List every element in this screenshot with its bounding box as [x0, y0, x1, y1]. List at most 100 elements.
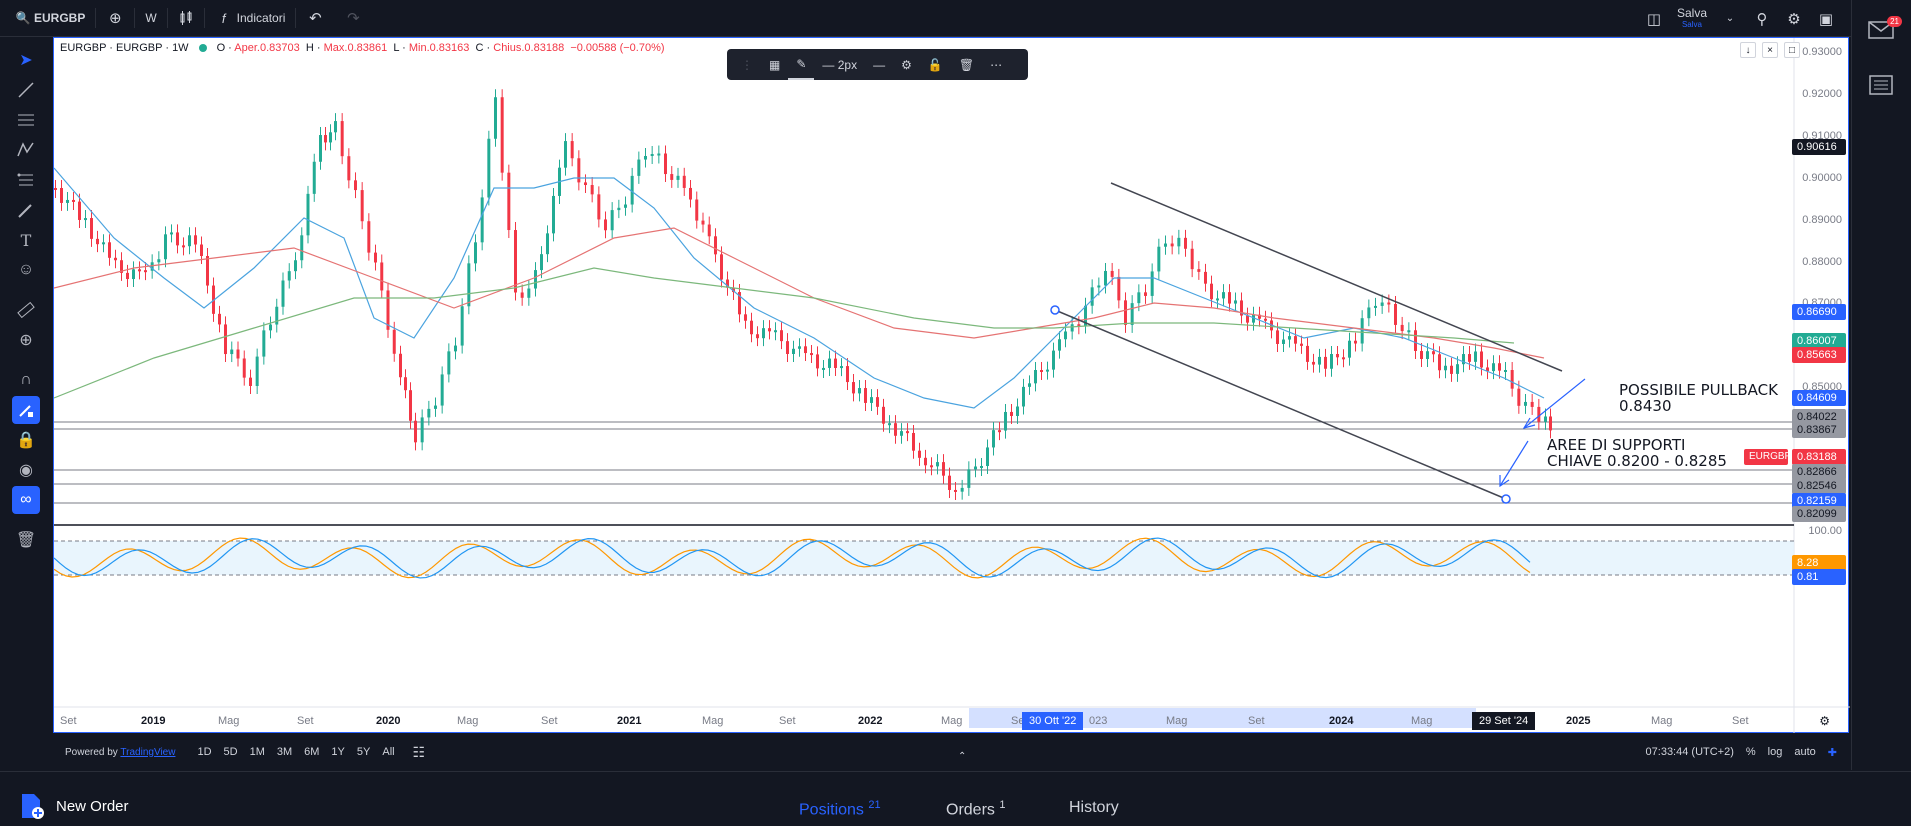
close-label: C [475, 42, 484, 54]
auto-toggle[interactable]: auto [1794, 746, 1816, 758]
time-tick: Set [1248, 715, 1265, 727]
zoom-tool[interactable]: ⊕ [12, 326, 40, 354]
candle-body [888, 423, 891, 426]
emoji-tool[interactable]: ☺ [12, 256, 40, 284]
trendline-tool[interactable] [12, 76, 40, 104]
trash-icon[interactable]: 🗑 [958, 57, 975, 72]
candle-body [1222, 292, 1225, 299]
chart-type-button[interactable] [168, 0, 204, 37]
candle-body [386, 290, 390, 330]
indicators-button[interactable]: f Indicatori [205, 0, 296, 37]
support-arrowhead [1499, 475, 1510, 488]
ma-fast-line [54, 167, 1545, 409]
gear-icon[interactable]: ⚙ [1787, 10, 1801, 28]
tab-positions[interactable]: Positions 21 [799, 799, 881, 819]
candle-body [224, 324, 227, 355]
gear-icon[interactable]: ⚙ [1819, 714, 1830, 728]
ruler-tool[interactable] [12, 296, 40, 324]
range-button[interactable]: 1M [249, 746, 265, 758]
delete-tool[interactable]: 🗑 [12, 526, 40, 554]
candle-body [132, 269, 135, 280]
forecast-tool[interactable] [12, 166, 40, 194]
range-button[interactable]: 3M [276, 746, 293, 758]
chevron-down-icon[interactable]: ⌄ [1725, 13, 1735, 24]
powered-by: Powered by TradingView [53, 747, 191, 758]
interval-button[interactable]: W [135, 0, 166, 37]
lock-tool[interactable]: 🔒 [12, 426, 40, 454]
range-button[interactable]: 5D [223, 746, 238, 758]
scale-icon[interactable]: ✚ [1827, 746, 1837, 759]
line-price-label: 0.86690 [1792, 304, 1846, 320]
positions-count: 21 [868, 799, 881, 811]
drag-handle-icon[interactable]: ⋮ [741, 57, 753, 72]
candle-body [1354, 340, 1357, 344]
template-icon[interactable]: ▦ [769, 57, 781, 72]
candle-body [689, 187, 692, 200]
save-button[interactable]: Salva Salva [1677, 7, 1707, 31]
candle-body [1216, 298, 1219, 301]
line-width-button[interactable]: — 2px [822, 57, 858, 72]
symbol-search-button[interactable]: 🔍 EURGBP [0, 0, 95, 37]
range-button[interactable]: 1D [197, 746, 212, 758]
clock[interactable]: 07:33:44 (UTC+2) [1645, 746, 1734, 758]
chevron-up-icon[interactable]: ⌃ [958, 751, 967, 762]
undo-button[interactable]: ↶ [296, 0, 334, 37]
range-button[interactable]: 1Y [331, 746, 345, 758]
chart-canvas[interactable] [54, 38, 1850, 734]
chart-pane[interactable]: EURGBP · EURGBP · 1W O · Aper.0.83703 H … [53, 37, 1850, 734]
log-toggle[interactable]: log [1767, 746, 1783, 758]
pattern-tool[interactable] [12, 136, 40, 164]
line-style-icon[interactable]: — [873, 57, 886, 72]
restore-pane-icon[interactable]: □ [1784, 42, 1800, 58]
news-button[interactable] [1868, 74, 1896, 98]
line-color-icon[interactable]: ✎ [788, 49, 815, 80]
candle-body [487, 138, 491, 198]
range-buttons: 1D 5D 1M 3M 6M 1Y 5Y All [191, 746, 400, 758]
candle-body [1052, 350, 1055, 370]
candle-body [1117, 276, 1121, 301]
candle-body [1028, 383, 1031, 387]
search-icon: 🔍 [15, 11, 31, 25]
visibility-tool[interactable]: ◉ [12, 456, 40, 484]
candle-body [584, 182, 587, 186]
tab-orders[interactable]: Orders 1 [946, 799, 1005, 819]
redo-button[interactable]: ↷ [334, 0, 372, 37]
forecast-icon [17, 173, 33, 186]
cursor-tool[interactable]: ➤ [12, 46, 40, 74]
osc-k-label: 8.28 [1792, 555, 1846, 571]
layout-icon[interactable]: ◫ [1646, 10, 1662, 28]
candle-body [60, 188, 63, 203]
camera-icon[interactable]: ▣ [1818, 10, 1834, 28]
pullback-annotation[interactable]: POSSIBILE PULLBACK 0.8430 [1619, 382, 1778, 414]
text-tool[interactable]: T [12, 226, 40, 254]
new-order-icon [22, 794, 44, 819]
fib-tool[interactable] [12, 106, 40, 134]
collapse-pane-icon[interactable]: ↓ [1740, 42, 1756, 58]
date-range-icon[interactable]: ☷ [412, 743, 426, 760]
range-button[interactable]: All [382, 746, 395, 758]
stay-drawing-tool[interactable] [12, 396, 40, 424]
low-value: Min.0.83163 [408, 42, 470, 54]
percent-toggle[interactable]: % [1745, 746, 1756, 758]
more-icon[interactable]: ⋯ [990, 57, 1003, 72]
compare-button[interactable]: ⊕ [96, 0, 134, 37]
tradingview-link[interactable]: TradingView [120, 746, 176, 758]
unlock-icon[interactable]: 🔓 [927, 57, 943, 72]
brush-tool[interactable] [12, 196, 40, 224]
candle-body [882, 406, 885, 424]
range-button[interactable]: 6M [304, 746, 320, 758]
candle-body [1170, 243, 1174, 247]
settings-icon[interactable]: ⚙ [901, 57, 912, 72]
maximize-pane-icon[interactable]: × [1762, 42, 1778, 58]
tab-history[interactable]: History [1069, 799, 1119, 816]
range-button[interactable]: 5Y [356, 746, 371, 758]
mail-button[interactable]: 21 [1868, 16, 1902, 44]
sync-drawings-tool[interactable]: ∞ [12, 486, 40, 514]
support-annotation[interactable]: AREE DI SUPPORTI CHIAVE 0.8200 - 0.8285 [1547, 437, 1727, 469]
current-price-label: 0.83188 [1792, 449, 1846, 465]
new-order-button[interactable]: New Order [18, 792, 129, 820]
candle-body [804, 346, 807, 354]
quick-search-icon[interactable]: ⚲ [1756, 10, 1768, 28]
magnet-tool[interactable]: ∩ [12, 366, 40, 394]
stoch-k-line [54, 537, 1531, 579]
